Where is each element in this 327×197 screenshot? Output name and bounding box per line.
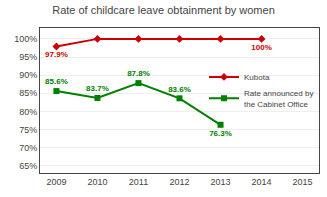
svg-text:Rate announced bythe Cabinet O: Rate announced bythe Cabinet Office	[244, 89, 313, 108]
svg-text:76.3%: 76.3%	[209, 129, 232, 138]
svg-text:Kubota: Kubota	[244, 73, 270, 82]
svg-text:90%: 90%	[19, 70, 37, 80]
svg-text:80%: 80%	[19, 107, 37, 117]
svg-text:83.6%: 83.6%	[168, 85, 191, 94]
svg-text:95%: 95%	[19, 52, 37, 62]
svg-text:70%: 70%	[19, 143, 37, 153]
svg-text:2012: 2012	[169, 177, 189, 187]
svg-text:100%: 100%	[14, 34, 37, 44]
svg-text:2009: 2009	[46, 177, 66, 187]
svg-text:85.6%: 85.6%	[45, 77, 68, 86]
svg-text:87.8%: 87.8%	[127, 69, 150, 78]
svg-text:2013: 2013	[211, 177, 231, 187]
svg-text:2011: 2011	[129, 177, 148, 187]
svg-text:75%: 75%	[19, 125, 37, 135]
svg-text:83.7%: 83.7%	[86, 84, 109, 93]
svg-text:65%: 65%	[19, 161, 37, 171]
svg-text:97.9%: 97.9%	[45, 50, 68, 59]
svg-text:85%: 85%	[19, 88, 37, 98]
svg-text:Rate of childcare leave obtain: Rate of childcare leave obtainment by wo…	[52, 4, 275, 16]
svg-text:100%: 100%	[251, 43, 271, 52]
svg-text:2014: 2014	[252, 177, 272, 187]
svg-text:2010: 2010	[87, 177, 107, 187]
svg-text:2015: 2015	[293, 177, 313, 187]
